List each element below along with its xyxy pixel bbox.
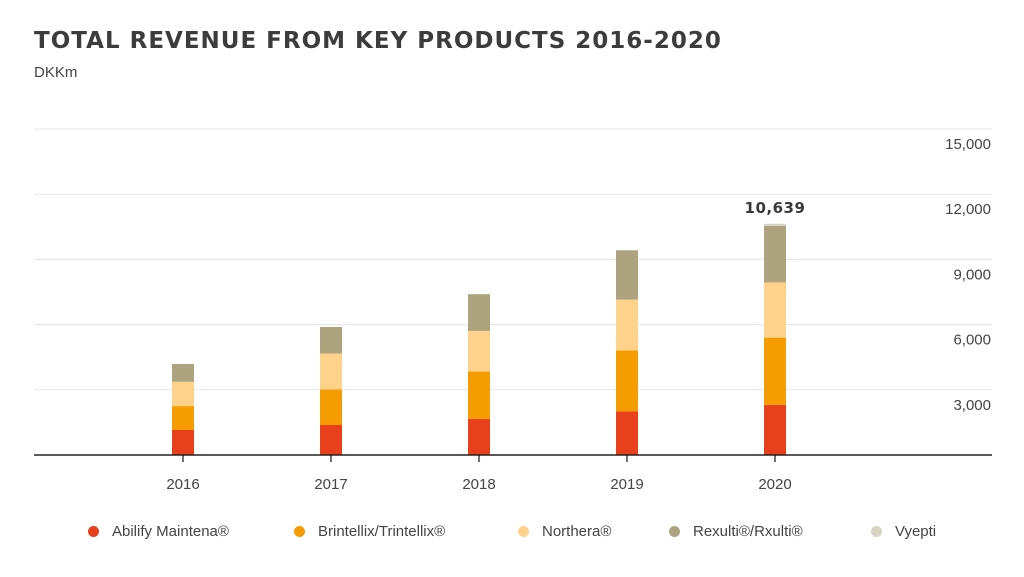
- bar-stacks: [172, 223, 786, 455]
- bar-segment: [616, 350, 638, 412]
- legend-label: Abilify Maintena®: [112, 523, 229, 540]
- bar-segment: [764, 282, 786, 338]
- legend-item: Brintellix/Trintellix®: [294, 523, 445, 540]
- bar-segment: [468, 371, 490, 419]
- legend-item: Northera®: [518, 523, 611, 540]
- x-axis-ticks: 2016 2017 2018 2019 2020: [166, 455, 792, 493]
- y-tick-label: 12,000: [945, 201, 991, 218]
- x-tick-label: 2017: [314, 476, 347, 493]
- bar-segment: [764, 404, 786, 455]
- legend-swatch: [88, 526, 99, 537]
- legend-swatch: [294, 526, 305, 537]
- x-tick-label: 2020: [758, 476, 791, 493]
- bar-segment: [764, 337, 786, 405]
- bar-segment: [468, 330, 490, 372]
- y-tick-label: 3,000: [953, 397, 991, 414]
- total-annotation: 10,639: [745, 199, 806, 217]
- y-axis-ticks: 3,000 6,000 9,000 12,000 15,000: [945, 136, 991, 414]
- chart-subtitle: DKKm: [34, 64, 78, 81]
- bar-segment: [172, 406, 194, 431]
- bar-segment: [616, 250, 638, 300]
- x-tick-label: 2018: [462, 476, 495, 493]
- legend-item: Abilify Maintena®: [88, 523, 229, 540]
- bar-segment: [320, 326, 342, 354]
- legend-item: Rexulti®/Rxulti®: [669, 523, 803, 540]
- x-tick-label: 2019: [610, 476, 643, 493]
- bar-segment: [764, 223, 786, 226]
- legend-label: Vyepti: [895, 523, 937, 540]
- legend-swatch: [669, 526, 680, 537]
- bar-segment: [172, 381, 194, 407]
- y-tick-label: 9,000: [953, 266, 991, 283]
- annotations: 10,639: [745, 199, 806, 217]
- bar-segment: [320, 389, 342, 426]
- bar-segment: [616, 411, 638, 455]
- legend: Abilify Maintena® Brintellix/Trintellix® N…: [88, 523, 968, 549]
- bar-segment: [468, 294, 490, 331]
- bar-segment: [616, 299, 638, 351]
- bar-segment: [764, 225, 786, 283]
- bar-segment: [320, 425, 342, 455]
- bar-segment: [172, 363, 194, 382]
- legend-label: Rexulti®/Rxulti®: [693, 523, 803, 540]
- legend-swatch: [518, 526, 529, 537]
- bar-segment: [468, 418, 490, 455]
- legend-label: Northera®: [542, 523, 612, 540]
- bar-segment: [172, 430, 194, 455]
- bar-segment: [320, 353, 342, 390]
- gridlines: [34, 128, 992, 391]
- legend-label: Brintellix/Trintellix®: [318, 523, 446, 540]
- legend-swatch: [871, 526, 882, 537]
- x-tick-label: 2016: [166, 476, 199, 493]
- legend-item: Vyepti: [871, 523, 936, 540]
- y-tick-label: 6,000: [953, 332, 991, 349]
- y-tick-label: 15,000: [945, 136, 991, 153]
- chart-title: TOTAL REVENUE FROM KEY PRODUCTS 2016-202…: [34, 28, 722, 54]
